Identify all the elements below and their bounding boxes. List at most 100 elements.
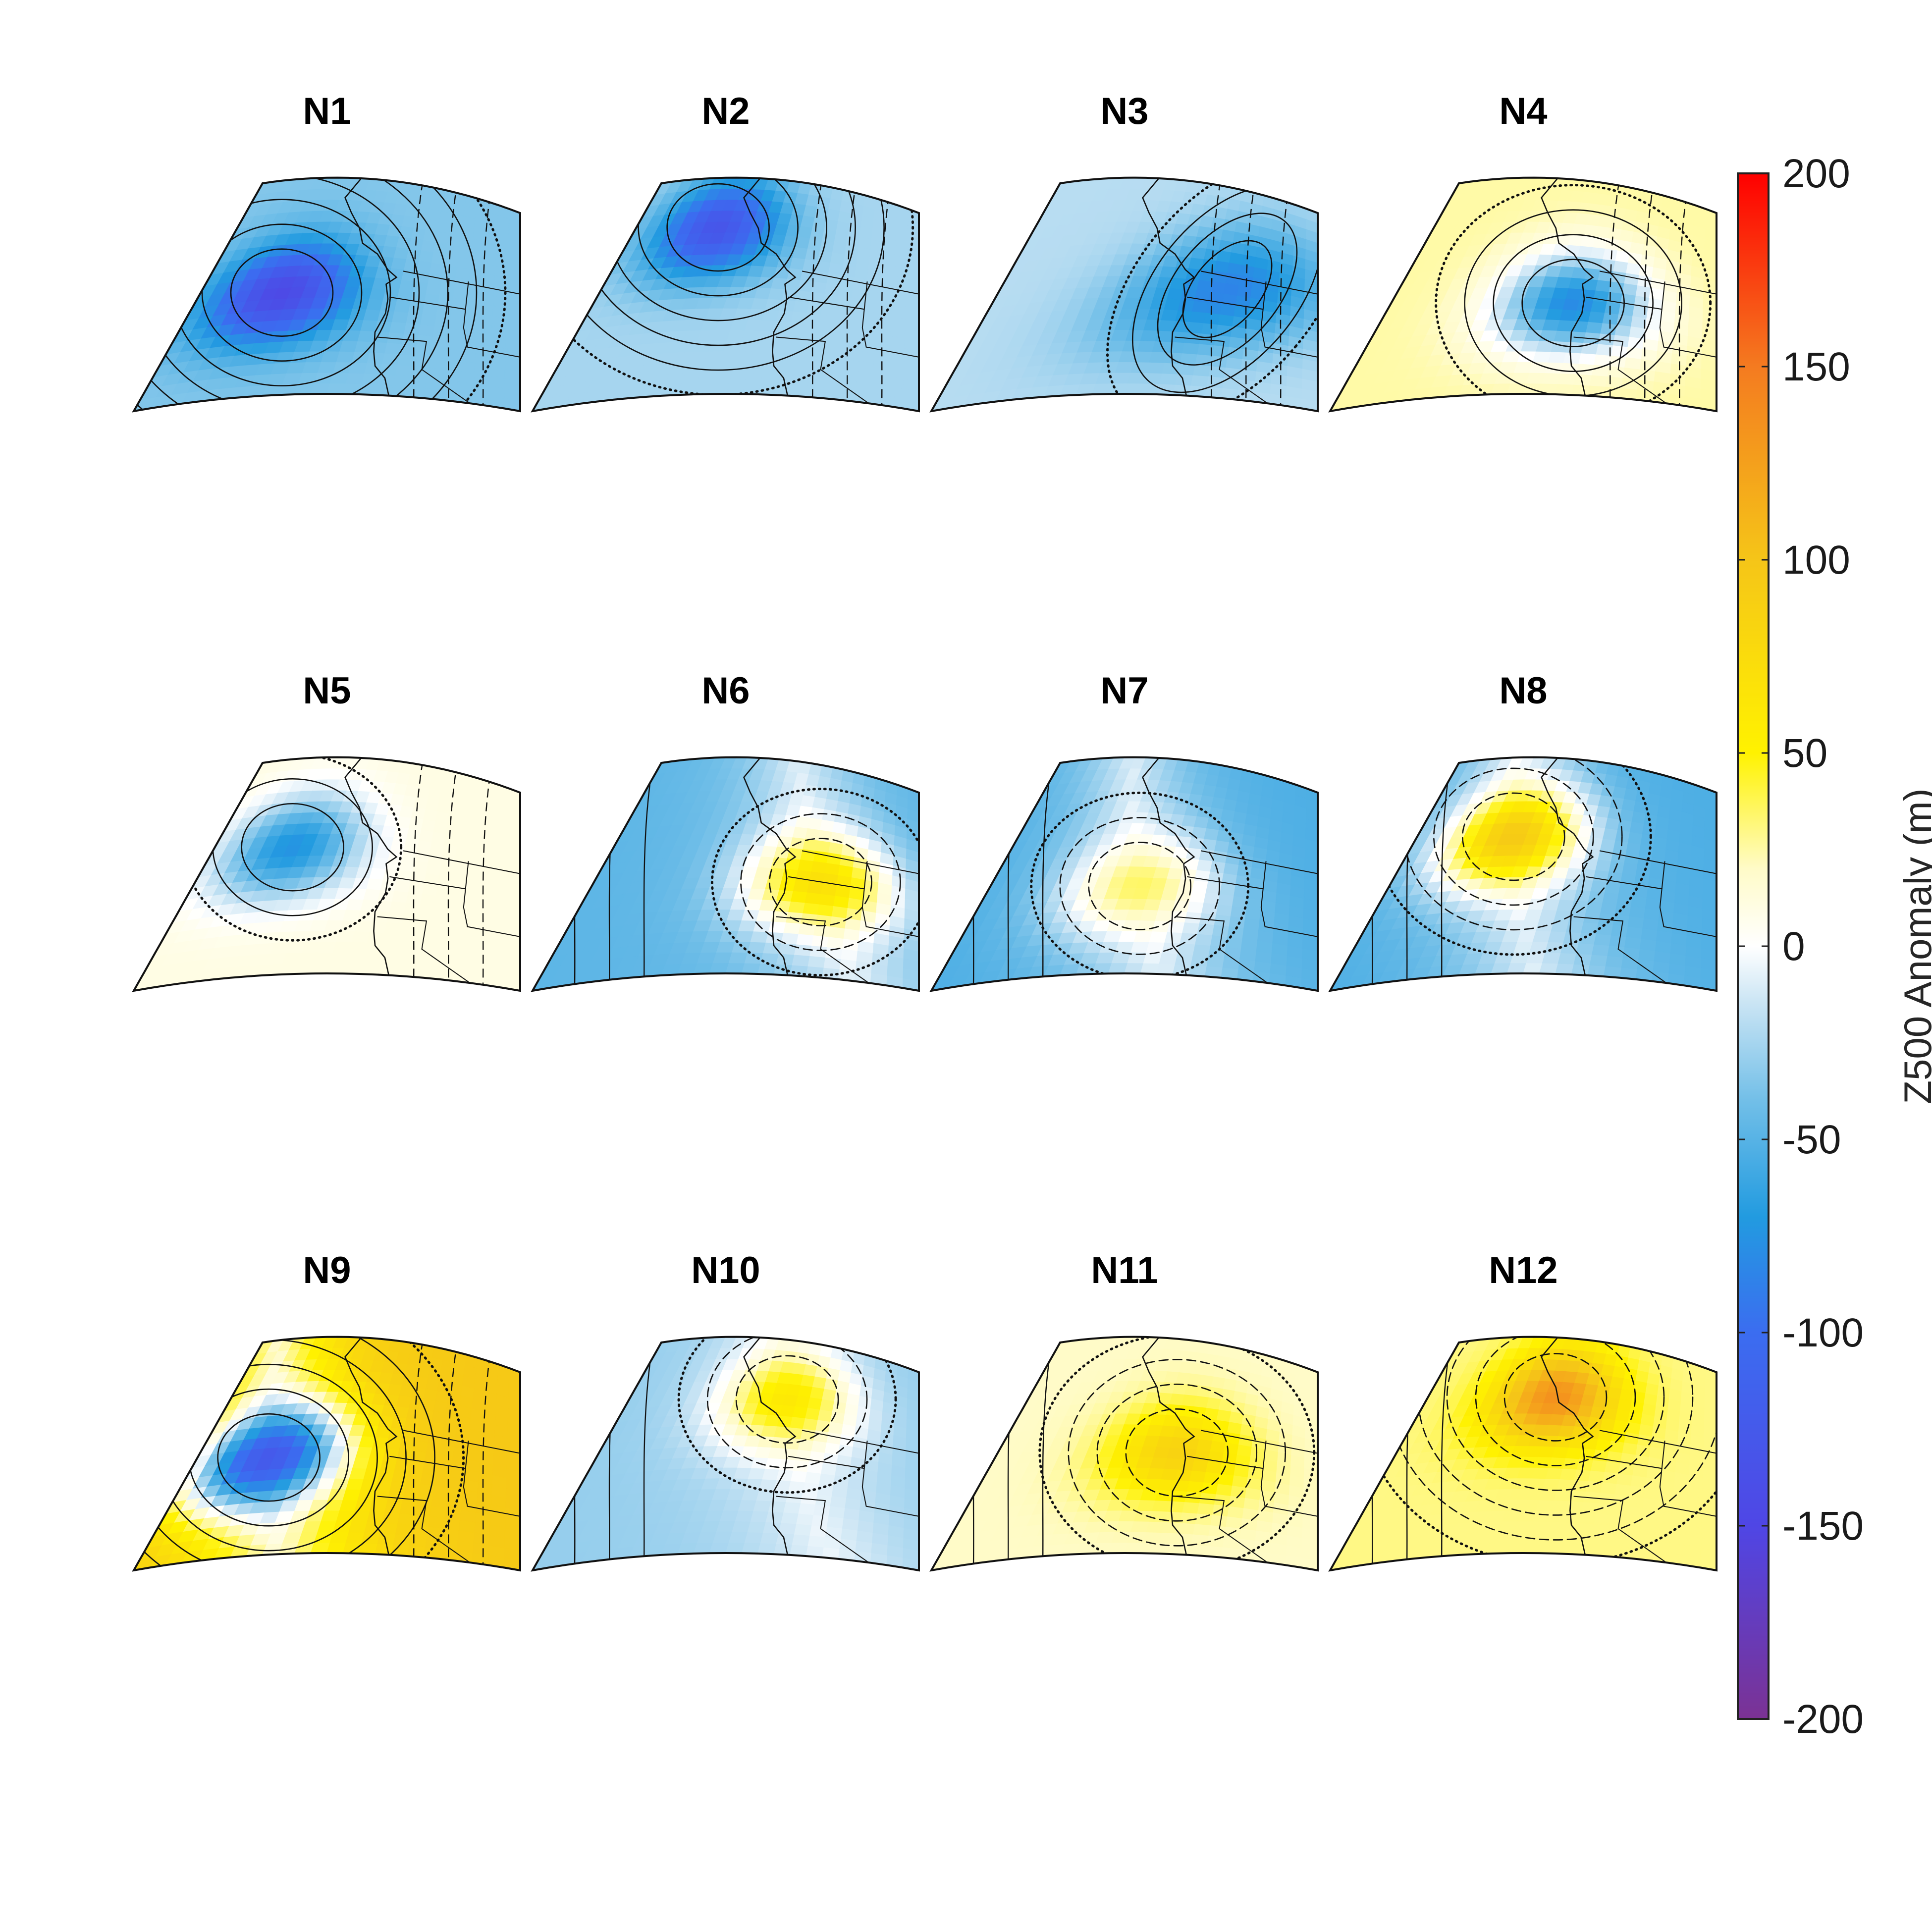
- grid-cell: [506, 1467, 520, 1482]
- grid-cell: [760, 373, 780, 385]
- coastline: [1142, 178, 1195, 396]
- grid-cell: [408, 302, 425, 315]
- grid-cell: [1701, 358, 1717, 372]
- grid-cell: [1554, 910, 1572, 922]
- grid-cell: [1303, 908, 1318, 922]
- grid-cell: [725, 1542, 746, 1554]
- grid-cell: [360, 319, 378, 332]
- z500-contour: [1433, 767, 1594, 906]
- grid-cell: [399, 279, 416, 292]
- grid-cell: [790, 311, 808, 323]
- z500-contour: [435, 757, 477, 991]
- grid-cell: [1523, 962, 1543, 974]
- grid-cell: [1556, 319, 1575, 332]
- z500-contour: [706, 1337, 868, 1469]
- grid-cell: [1305, 248, 1318, 263]
- grid-cell: [756, 910, 775, 922]
- grid-cell: [720, 757, 737, 769]
- coastline: [743, 178, 797, 396]
- z500-contour: [1029, 757, 1071, 991]
- grid-cell: [1576, 879, 1594, 891]
- map-frame: [1328, 176, 1717, 413]
- grid-cell: [414, 345, 432, 358]
- grid-cell: [903, 388, 919, 402]
- grid-cell: [906, 258, 919, 273]
- coastline: [344, 1337, 398, 1555]
- grid-cell: [348, 1521, 368, 1533]
- grid-cell: [393, 954, 412, 966]
- state-border: [1661, 281, 1665, 310]
- grid-cell: [753, 340, 772, 353]
- anomaly-field: [931, 757, 1318, 991]
- grid-cell: [1222, 377, 1240, 390]
- grid-cell: [1614, 324, 1632, 337]
- grid-cell: [782, 868, 799, 881]
- grid-cell: [1302, 948, 1318, 962]
- grid-cell: [1303, 898, 1318, 912]
- grid-cell: [1526, 372, 1546, 384]
- grid-cell: [905, 1477, 919, 1492]
- grid-cell: [1704, 828, 1717, 843]
- grid-cell: [1305, 828, 1318, 843]
- grid-cell: [903, 948, 919, 962]
- grid-cell: [360, 1478, 378, 1491]
- grid-cell: [394, 300, 411, 313]
- grid-cell: [1181, 288, 1198, 301]
- grid-cell: [360, 899, 378, 912]
- grid-cell: [796, 1513, 814, 1526]
- grid-cell: [1700, 388, 1717, 402]
- map-panel-n1: N1: [132, 90, 521, 413]
- z500-contour: [1428, 757, 1470, 991]
- grid-cell: [805, 892, 822, 905]
- grid-cell: [1600, 838, 1616, 851]
- grid-cell: [1196, 859, 1213, 872]
- grid-cell: [783, 921, 802, 934]
- grid-cell: [790, 1470, 808, 1483]
- grid-cell: [907, 228, 919, 243]
- state-border: [465, 281, 469, 310]
- grid-cell: [793, 880, 810, 893]
- grid-cell: [426, 946, 444, 960]
- grid-cell: [397, 1513, 416, 1526]
- grid-cell: [1590, 300, 1608, 313]
- grid-cell: [1306, 798, 1318, 813]
- grid-cell: [813, 924, 831, 937]
- anomaly-field: [533, 757, 919, 991]
- grid-cell: [811, 281, 827, 294]
- state-border: [1175, 336, 1284, 411]
- grid-cell: [508, 1397, 520, 1412]
- grid-cell: [793, 300, 810, 313]
- grid-cell: [505, 1487, 520, 1502]
- anomaly-field: [134, 1337, 520, 1570]
- grid-cell: [1703, 878, 1717, 892]
- grid-cell: [1555, 383, 1575, 395]
- grid-cell: [778, 363, 797, 376]
- grid-cell: [1557, 952, 1577, 965]
- grid-cell: [1224, 946, 1242, 960]
- grid-cell: [404, 902, 421, 915]
- grid-cell: [803, 322, 820, 335]
- z500-contour: [1404, 757, 1623, 931]
- state-border: [1586, 296, 1717, 358]
- grid-cell: [807, 1396, 823, 1410]
- grid-cell: [359, 383, 378, 395]
- z500-contour: [400, 1337, 442, 1570]
- grid-cell: [1704, 838, 1717, 853]
- z500-contour: [470, 177, 511, 411]
- grid-cell: [803, 1482, 820, 1495]
- grid-cell: [1204, 827, 1220, 841]
- grid-cell: [903, 368, 919, 382]
- grid-cell: [1306, 228, 1318, 243]
- z500-contour: [134, 177, 478, 411]
- state-border: [1262, 861, 1267, 889]
- state-border: [863, 281, 868, 310]
- grid-cell: [1588, 890, 1606, 903]
- grid-cell: [506, 898, 520, 912]
- grid-cell: [391, 890, 409, 903]
- grid-cell: [1705, 798, 1717, 813]
- z500-contour: [1059, 817, 1221, 955]
- grid-cell: [765, 1511, 784, 1523]
- grid-cell: [361, 952, 381, 965]
- grid-cell: [428, 1516, 445, 1529]
